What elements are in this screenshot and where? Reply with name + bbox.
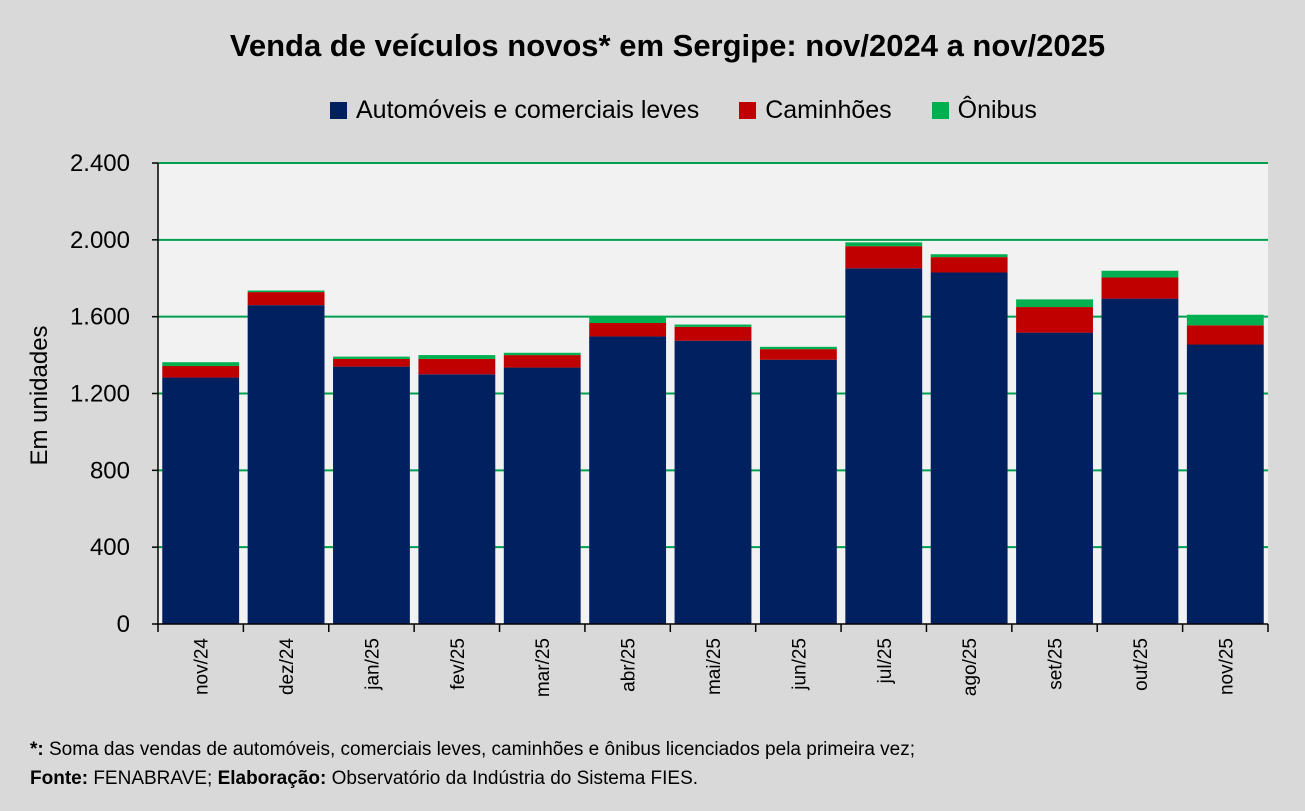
bar-automoveis-11 bbox=[1101, 298, 1179, 624]
bar-onibus-10 bbox=[1016, 299, 1093, 308]
y-tick-label: 400 bbox=[90, 534, 130, 561]
bar-caminhoes-11 bbox=[1101, 277, 1179, 299]
x-tick-label: mai/25 bbox=[704, 638, 725, 695]
bar-caminhoes-5 bbox=[589, 323, 667, 337]
bar-onibus-4 bbox=[503, 352, 581, 356]
x-tick-label: ago/25 bbox=[960, 638, 981, 696]
bar-caminhoes-9 bbox=[930, 257, 1008, 273]
bar-caminhoes-10 bbox=[1016, 307, 1093, 333]
bar-onibus-7 bbox=[759, 346, 837, 350]
x-tick-label: jul/25 bbox=[875, 638, 896, 684]
bar-caminhoes-7 bbox=[759, 349, 837, 360]
footnote-elaboracao-label: Elaboração: bbox=[217, 768, 327, 789]
legend-item-automoveis[interactable]: Automóveis e comerciais leves bbox=[330, 96, 699, 125]
bar-caminhoes-3 bbox=[418, 358, 496, 375]
bar-automoveis-10 bbox=[1016, 332, 1093, 624]
x-tick-label: abr/25 bbox=[619, 638, 640, 692]
y-axis-title: Em unidades bbox=[26, 325, 53, 465]
bar-onibus-2 bbox=[333, 356, 410, 359]
bar-automoveis-1 bbox=[247, 305, 325, 624]
bar-automoveis-6 bbox=[674, 340, 752, 624]
bar-caminhoes-0 bbox=[162, 366, 240, 378]
x-tick-label: set/25 bbox=[1046, 638, 1067, 690]
legend-swatch-onibus bbox=[931, 102, 949, 119]
bar-onibus-5 bbox=[589, 316, 667, 324]
chart-title: Venda de veículos novos* em Sergipe: nov… bbox=[229, 28, 1106, 63]
bar-automoveis-2 bbox=[333, 366, 410, 624]
x-tick-label: jan/25 bbox=[362, 638, 383, 691]
footnote-elaboracao-text: Observatório da Indústria do Sistema FIE… bbox=[326, 768, 699, 789]
bar-automoveis-9 bbox=[930, 272, 1008, 624]
bar-onibus-1 bbox=[247, 290, 325, 293]
legend-swatch-caminhoes bbox=[739, 102, 757, 119]
legend-item-caminhoes[interactable]: Caminhões bbox=[739, 96, 892, 125]
bar-onibus-9 bbox=[930, 254, 1008, 258]
bar-automoveis-12 bbox=[1186, 344, 1264, 624]
bar-caminhoes-2 bbox=[333, 358, 410, 367]
x-tick-label: nov/25 bbox=[1216, 638, 1237, 695]
bar-onibus-6 bbox=[674, 324, 752, 327]
bar-automoveis-7 bbox=[759, 359, 837, 624]
x-tick-label: mar/25 bbox=[533, 638, 554, 697]
bar-automoveis-0 bbox=[162, 377, 240, 624]
y-tick-label: 1.600 bbox=[70, 304, 130, 331]
bar-onibus-12 bbox=[1186, 314, 1264, 326]
legend-label-caminhoes: Caminhões bbox=[765, 96, 892, 124]
legend-label-onibus: Ônibus bbox=[957, 96, 1037, 124]
y-tick-label: 0 bbox=[117, 611, 130, 638]
chart-legend: Automóveis e comerciais leves Caminhões … bbox=[330, 96, 1037, 125]
x-tick-label: nov/24 bbox=[192, 638, 213, 695]
y-tick-label: 2.400 bbox=[70, 150, 130, 177]
bar-automoveis-3 bbox=[418, 374, 496, 624]
footnote-fonte-text: FENABRAVE; bbox=[88, 768, 218, 789]
bar-automoveis-4 bbox=[503, 367, 581, 624]
legend-swatch-automoveis bbox=[330, 102, 347, 119]
bar-automoveis-8 bbox=[845, 268, 923, 624]
bar-caminhoes-1 bbox=[247, 292, 325, 306]
legend-item-onibus[interactable]: Ônibus bbox=[931, 96, 1037, 125]
x-tick-label: dez/24 bbox=[277, 638, 298, 695]
footnote-star: *: bbox=[30, 739, 44, 760]
bar-caminhoes-12 bbox=[1186, 325, 1264, 345]
bar-onibus-11 bbox=[1101, 270, 1179, 278]
x-tick-label: jun/25 bbox=[789, 638, 810, 691]
bar-caminhoes-6 bbox=[674, 326, 752, 341]
x-tick-label: fev/25 bbox=[448, 638, 469, 690]
bar-automoveis-5 bbox=[589, 336, 667, 624]
bar-onibus-0 bbox=[162, 362, 240, 367]
bar-caminhoes-8 bbox=[845, 246, 923, 269]
bar-onibus-3 bbox=[418, 355, 496, 359]
footnote-star-text: Soma das vendas de automóveis, comerciai… bbox=[43, 739, 916, 760]
footnote-source: Fonte: FENABRAVE; Elaboração: Observatór… bbox=[30, 768, 698, 790]
y-tick-label: 2.000 bbox=[70, 227, 130, 254]
y-tick-label: 800 bbox=[90, 457, 130, 484]
footnote-fonte-label: Fonte: bbox=[30, 768, 89, 789]
legend-label-automoveis: Automóveis e comerciais leves bbox=[356, 96, 700, 124]
footnote-definition: *: Soma das vendas de automóveis, comerc… bbox=[30, 739, 915, 761]
y-tick-label: 1.200 bbox=[70, 381, 130, 408]
bar-caminhoes-4 bbox=[503, 355, 581, 368]
bar-onibus-8 bbox=[845, 242, 923, 247]
x-tick-label: out/25 bbox=[1131, 638, 1152, 691]
chart-plot: 0 400 800 1.200 1.600 2.000 2.400 nov/24 dez/24 j… bbox=[26, 150, 1269, 697]
